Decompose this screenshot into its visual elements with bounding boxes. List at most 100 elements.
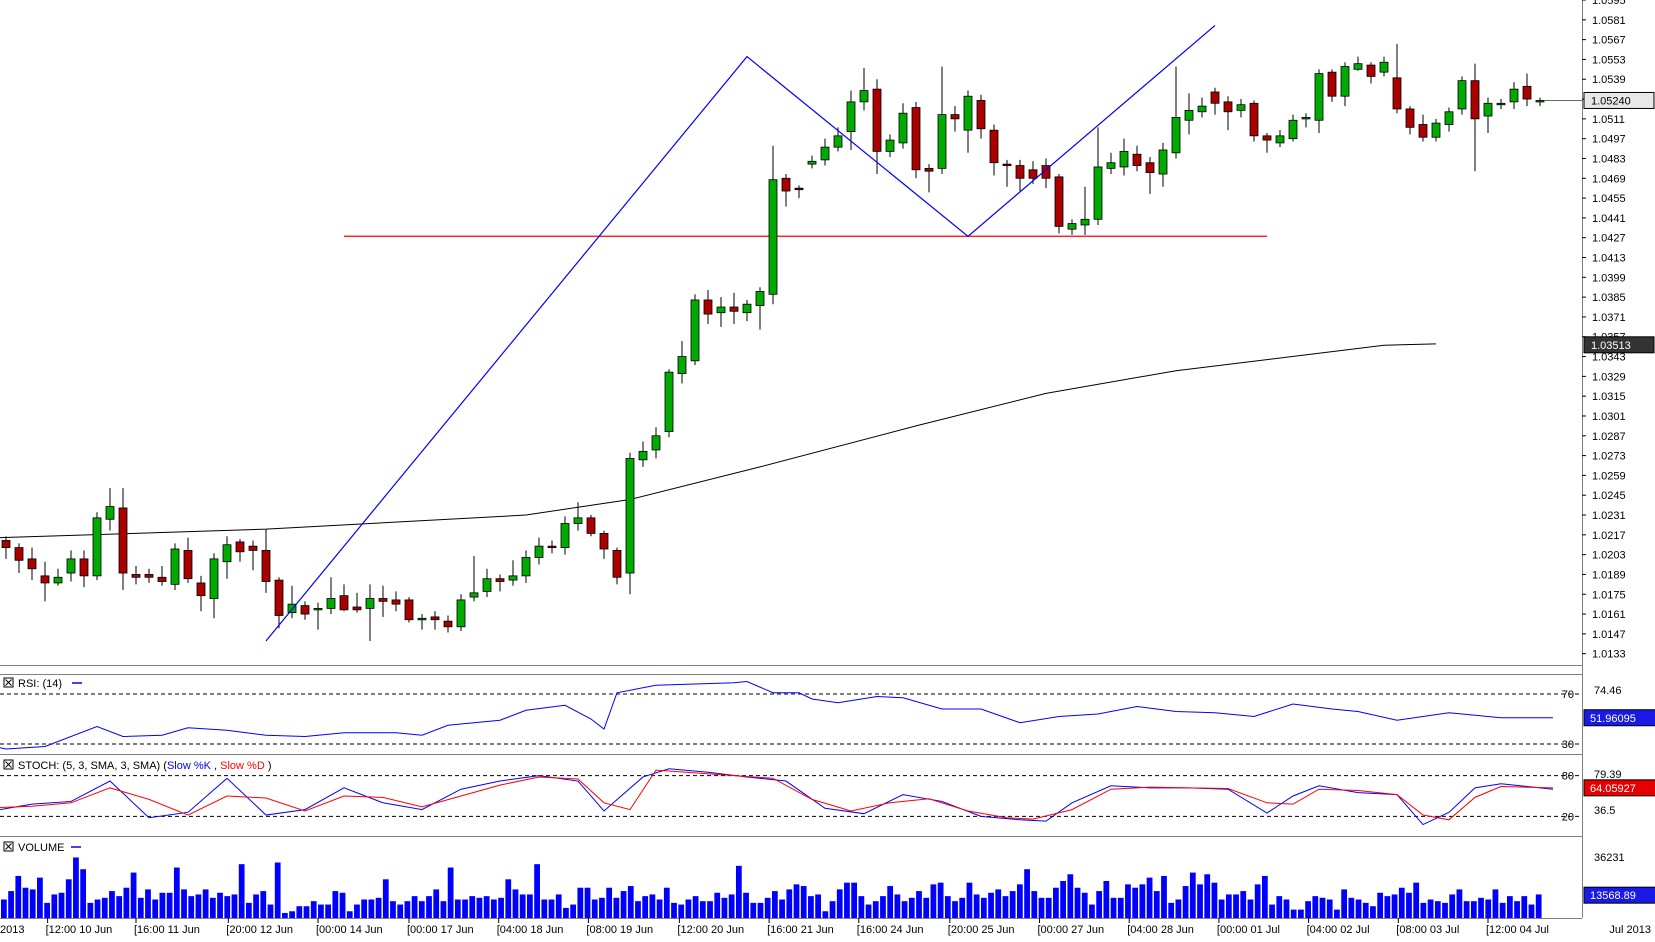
candle[interactable] <box>1171 66 1181 159</box>
candle[interactable] <box>14 543 24 574</box>
candle[interactable] <box>755 287 765 330</box>
candle[interactable] <box>664 369 674 438</box>
candle[interactable] <box>1067 219 1077 235</box>
candle[interactable] <box>1457 76 1467 115</box>
candle[interactable] <box>1184 93 1194 135</box>
candle[interactable] <box>378 585 388 617</box>
candle[interactable] <box>898 103 908 149</box>
candle[interactable] <box>118 488 128 591</box>
candle[interactable] <box>768 145 778 305</box>
candle[interactable] <box>1041 158 1051 189</box>
candle[interactable] <box>92 512 102 581</box>
candle[interactable] <box>560 516 570 555</box>
candle[interactable] <box>690 294 700 366</box>
candle[interactable] <box>911 101 921 179</box>
candle[interactable] <box>703 290 713 325</box>
candle[interactable] <box>573 502 583 531</box>
candle[interactable] <box>274 577 284 629</box>
candle[interactable] <box>872 79 882 175</box>
candle[interactable] <box>625 452 635 595</box>
candle[interactable] <box>1301 113 1311 128</box>
candle[interactable] <box>729 292 739 325</box>
candle[interactable] <box>1522 73 1532 107</box>
candle[interactable] <box>1392 43 1402 114</box>
candle[interactable] <box>79 550 89 588</box>
candle[interactable] <box>1535 97 1545 107</box>
candle[interactable] <box>742 299 752 322</box>
candle[interactable] <box>1223 96 1233 131</box>
candle[interactable] <box>196 575 206 612</box>
candle[interactable] <box>885 134 895 158</box>
candle[interactable] <box>404 597 414 623</box>
candle[interactable] <box>1197 97 1207 118</box>
candle[interactable] <box>1340 62 1350 107</box>
candle[interactable] <box>1470 63 1480 172</box>
candle[interactable] <box>612 547 622 585</box>
candle[interactable] <box>456 594 466 632</box>
candle[interactable] <box>1054 174 1064 234</box>
candle[interactable] <box>1080 186 1090 235</box>
candle[interactable] <box>443 615 453 633</box>
candle[interactable] <box>924 164 934 193</box>
candle[interactable] <box>287 585 297 619</box>
candle[interactable] <box>638 441 648 467</box>
candle[interactable] <box>989 124 999 176</box>
candle[interactable] <box>66 550 76 582</box>
candle[interactable] <box>1275 130 1285 148</box>
candle[interactable] <box>352 592 362 613</box>
candle[interactable] <box>339 584 349 612</box>
candle[interactable] <box>144 568 154 583</box>
candle[interactable] <box>1314 69 1324 133</box>
candle[interactable] <box>521 550 531 583</box>
candle[interactable] <box>1366 62 1376 84</box>
candle[interactable] <box>1262 133 1272 153</box>
candle[interactable] <box>1405 106 1415 135</box>
candle[interactable] <box>794 185 804 199</box>
candle[interactable] <box>131 565 141 585</box>
candle[interactable] <box>976 94 986 139</box>
candle[interactable] <box>651 427 661 459</box>
candle[interactable] <box>53 568 63 586</box>
candle[interactable] <box>950 106 960 132</box>
candle[interactable] <box>677 340 687 384</box>
candle[interactable] <box>248 540 258 571</box>
candle[interactable] <box>1145 157 1155 194</box>
candle[interactable] <box>534 537 544 565</box>
candle[interactable] <box>599 530 609 559</box>
candle[interactable] <box>846 90 856 150</box>
candle[interactable] <box>586 515 596 537</box>
candle[interactable] <box>27 547 37 581</box>
candle[interactable] <box>40 561 50 602</box>
candle[interactable] <box>1327 69 1337 102</box>
candle[interactable] <box>716 297 726 327</box>
candle[interactable] <box>1106 152 1116 175</box>
candle[interactable] <box>1236 99 1246 118</box>
candle[interactable] <box>235 539 245 562</box>
candle[interactable] <box>209 553 219 619</box>
candle[interactable] <box>365 584 375 641</box>
candle[interactable] <box>1132 145 1142 172</box>
candle[interactable] <box>183 537 193 583</box>
candle[interactable] <box>1093 127 1103 225</box>
candle[interactable] <box>222 536 232 579</box>
candle[interactable] <box>430 611 440 630</box>
candle[interactable] <box>937 66 947 175</box>
candle[interactable] <box>1 536 11 559</box>
candle[interactable] <box>495 574 505 592</box>
candle[interactable] <box>1002 159 1012 187</box>
candle[interactable] <box>547 540 557 554</box>
candle[interactable] <box>391 591 401 612</box>
candle[interactable] <box>508 560 518 586</box>
candle[interactable] <box>300 601 310 620</box>
candle[interactable] <box>1418 114 1428 142</box>
candle[interactable] <box>417 614 427 630</box>
candle[interactable] <box>105 488 115 531</box>
candle[interactable] <box>963 90 973 153</box>
candle[interactable] <box>859 67 869 111</box>
candle[interactable] <box>1379 56 1389 77</box>
candle[interactable] <box>1444 107 1454 132</box>
candle[interactable] <box>1119 138 1129 176</box>
candle[interactable] <box>1431 118 1441 142</box>
